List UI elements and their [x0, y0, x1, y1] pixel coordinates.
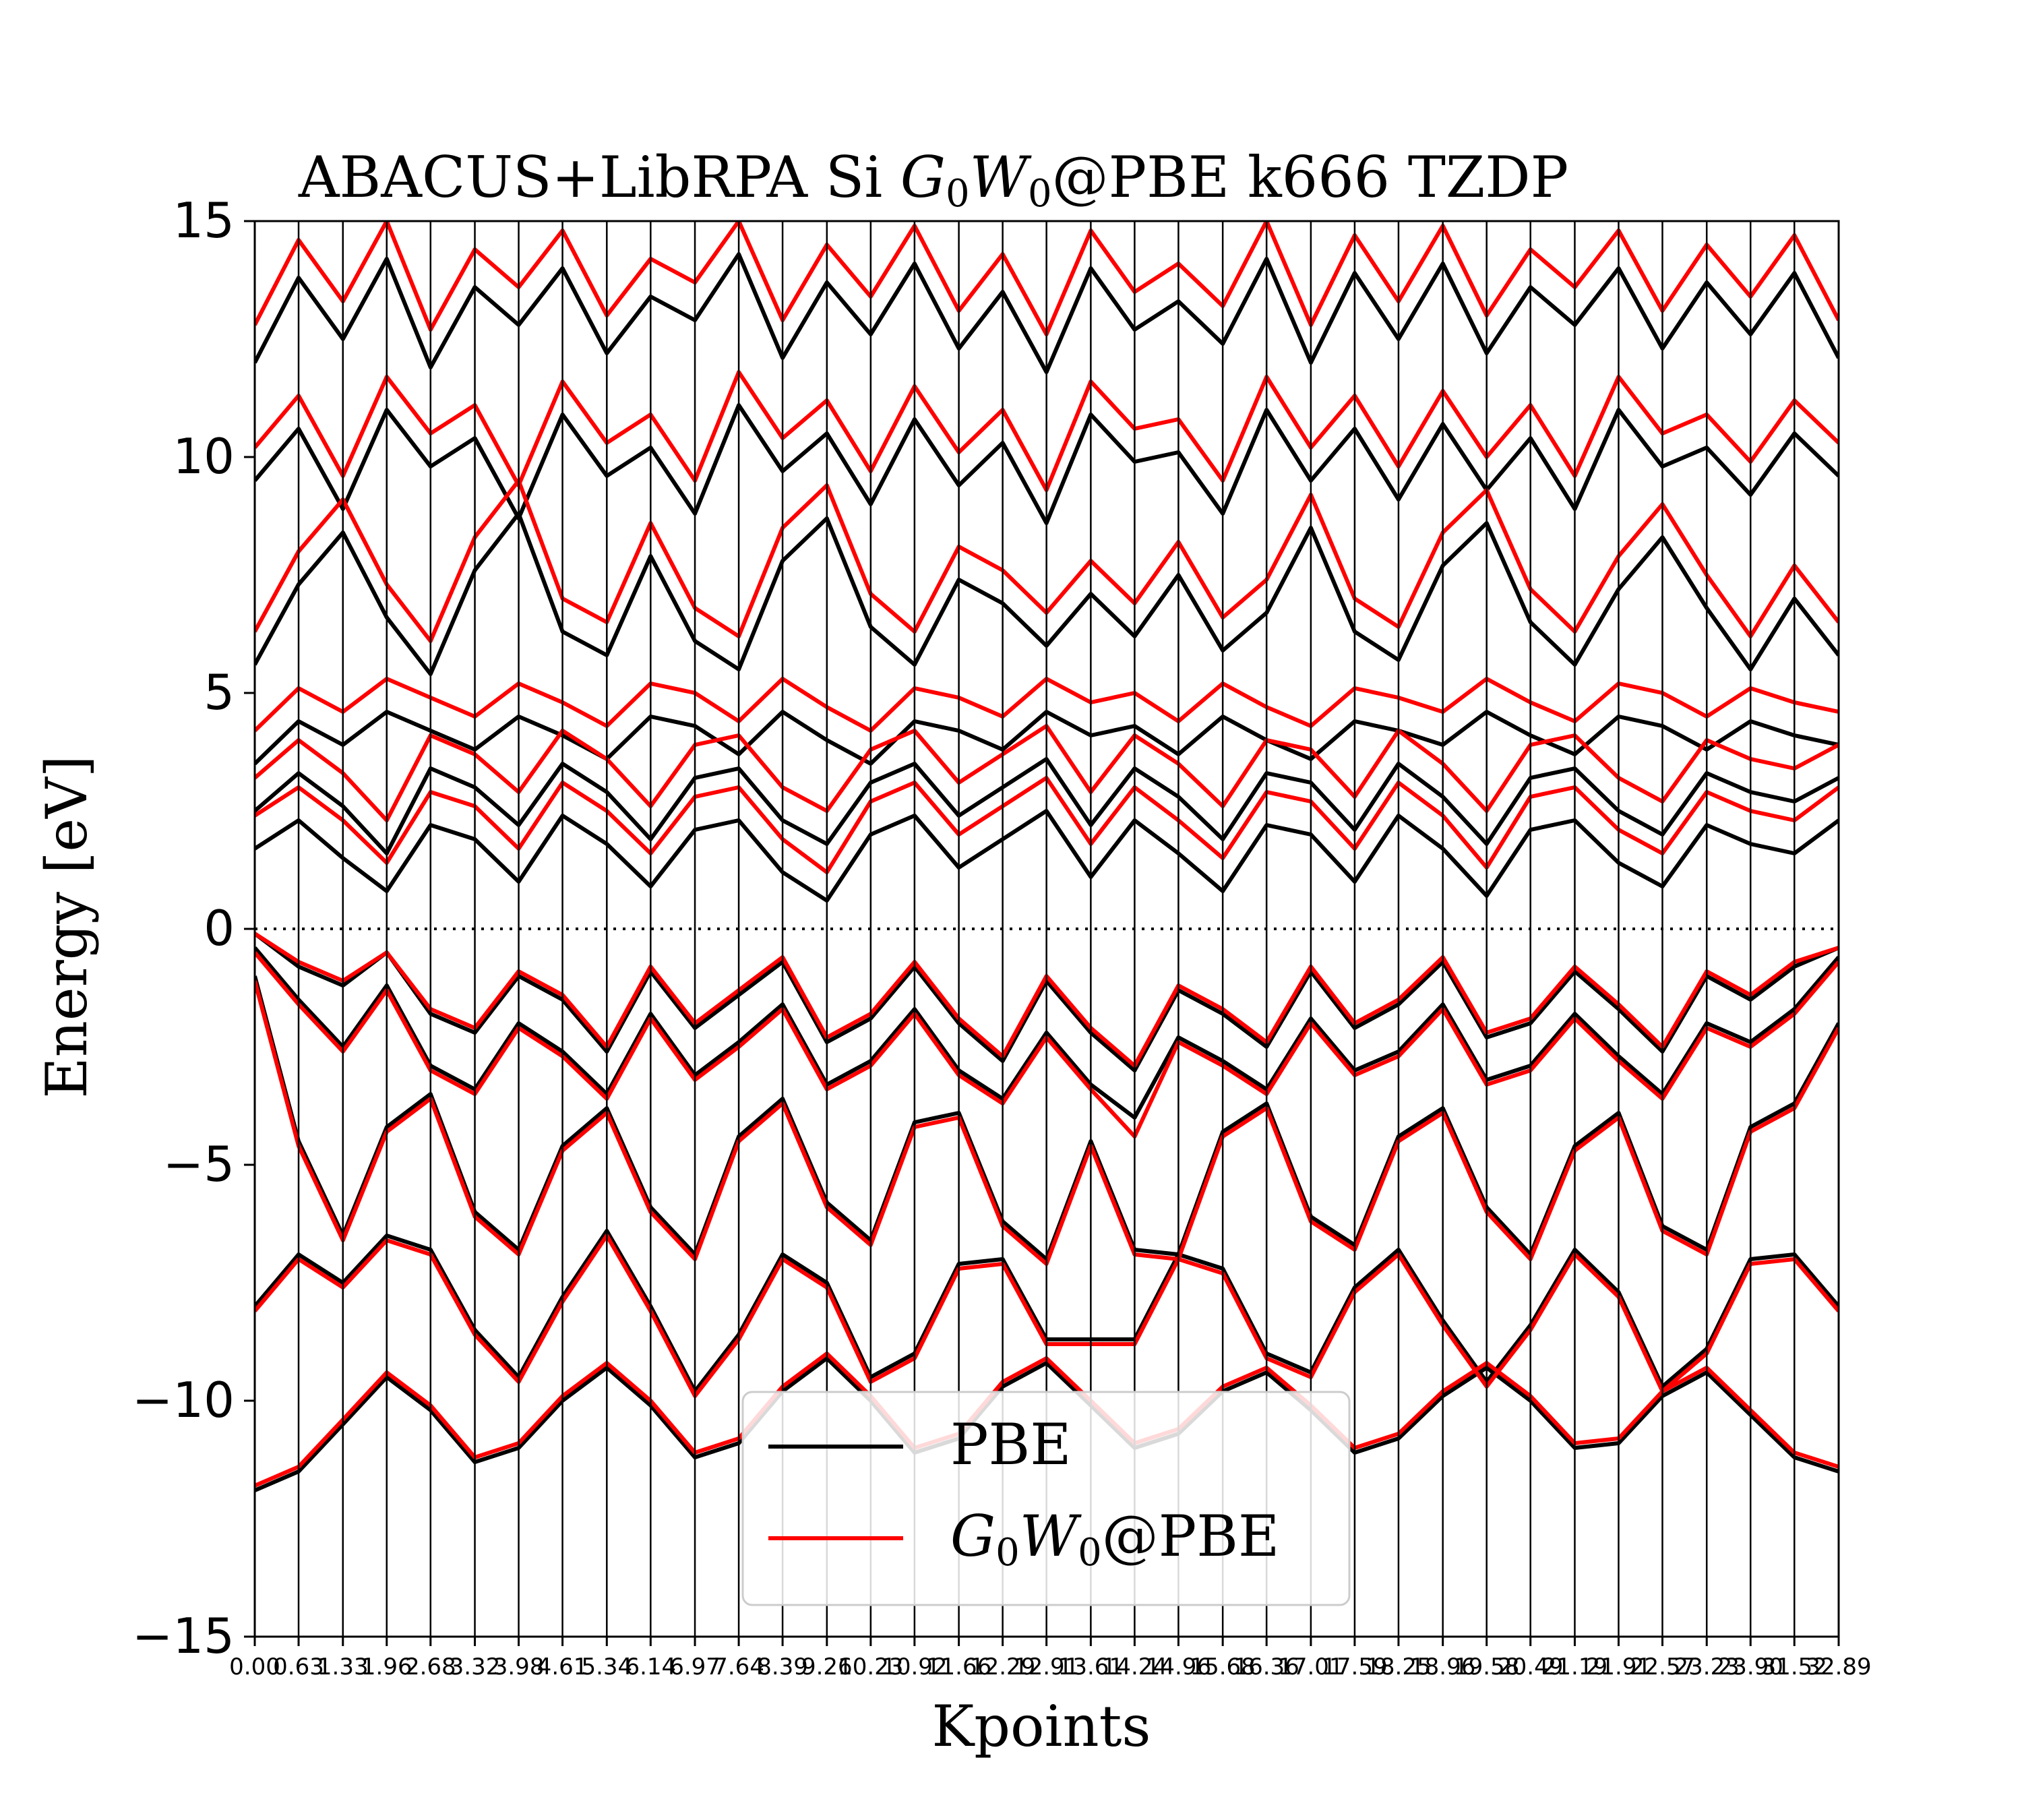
- x-tick-label: 1.33: [317, 1654, 369, 1680]
- y-axis-ticks: −15 −10 −5 0 5 10 15: [132, 192, 255, 1664]
- x-tick-label: 23.90: [1718, 1654, 1783, 1680]
- x-tick-label: 16.36: [1233, 1654, 1299, 1680]
- x-tick-label: 21.91: [1586, 1654, 1651, 1680]
- x-tick-label: 5.34: [581, 1654, 632, 1680]
- x-tick-label: 31.52: [1762, 1654, 1827, 1680]
- x-tick-label: 9.26: [801, 1654, 853, 1680]
- y-tick-label: −10: [132, 1372, 235, 1428]
- y-axis-label: Energy [eV]: [34, 755, 100, 1098]
- y-tick-label: 5: [204, 664, 235, 721]
- x-tick-label: 1.96: [361, 1654, 412, 1680]
- x-tick-label: 14.96: [1146, 1654, 1211, 1680]
- x-tick-label: 7.64: [713, 1654, 764, 1680]
- x-tick-label: 12.29: [970, 1654, 1035, 1680]
- x-tick-label: 18.96: [1410, 1654, 1475, 1680]
- x-tick-label: 32.89: [1806, 1654, 1871, 1680]
- x-tick-label: 4.61: [537, 1654, 588, 1680]
- x-tick-label: 14.24: [1102, 1654, 1167, 1680]
- x-tick-label: 0.63: [273, 1654, 324, 1680]
- x-tick-label: 6.97: [669, 1654, 721, 1680]
- x-tick-label: 17.59: [1322, 1654, 1387, 1680]
- y-tick-label: −5: [163, 1136, 235, 1192]
- x-tick-label: 2.68: [405, 1654, 456, 1680]
- x-tick-label: 13.61: [1058, 1654, 1124, 1680]
- chart-title: ABACUS+LibRPA Si G0W0@PBE k666 TZDP: [298, 144, 1568, 216]
- x-tick-label: 10.92: [882, 1654, 947, 1680]
- x-tick-label: 20.49: [1498, 1654, 1563, 1680]
- y-tick-label: 15: [173, 192, 235, 249]
- x-tick-label: 17.01: [1278, 1654, 1343, 1680]
- y-tick-label: −15: [132, 1608, 235, 1664]
- legend-label-g0w0: G0W0@PBE: [950, 1503, 1279, 1575]
- y-tick-label: 0: [204, 900, 235, 957]
- legend: PBE G0W0@PBE: [741, 1391, 1351, 1606]
- x-tick-label: 10.23: [838, 1654, 903, 1680]
- x-tick-label: 19.58: [1454, 1654, 1519, 1680]
- legend-label-pbe: PBE: [950, 1412, 1072, 1478]
- x-tick-label: 11.66: [926, 1654, 991, 1680]
- x-tick-label: 15.68: [1190, 1654, 1255, 1680]
- x-tick-label: 12.91: [1014, 1654, 1079, 1680]
- x-tick-label: 3.32: [450, 1654, 501, 1680]
- x-tick-label: 21.19: [1542, 1654, 1607, 1680]
- x-tick-label: 0.00: [229, 1654, 280, 1680]
- x-axis-label: Kpoints: [932, 1693, 1151, 1759]
- x-tick-label: 6.14: [625, 1654, 676, 1680]
- y-tick-label: 10: [173, 428, 235, 485]
- x-tick-label: 8.39: [757, 1654, 808, 1680]
- x-tick-label: 23.23: [1674, 1654, 1740, 1680]
- x-tick-label: 22.57: [1630, 1654, 1695, 1680]
- x-tick-label: 3.98: [493, 1654, 545, 1680]
- x-axis-ticks: 0.000.631.331.962.683.323.984.615.346.14…: [229, 1637, 1872, 1680]
- x-tick-label: 18.25: [1366, 1654, 1431, 1680]
